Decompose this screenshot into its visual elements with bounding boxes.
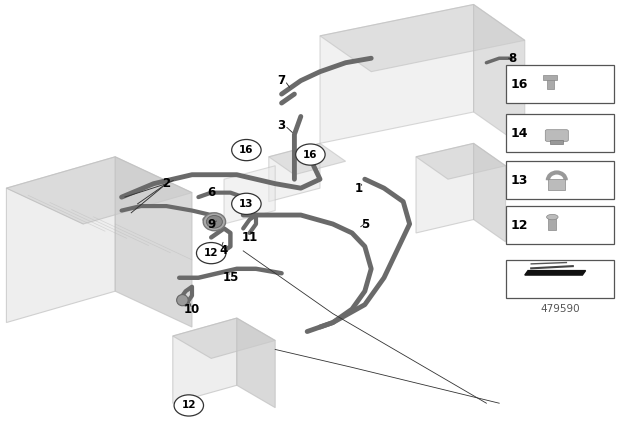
Bar	[547, 77, 554, 90]
FancyBboxPatch shape	[545, 130, 568, 142]
Text: 16: 16	[239, 145, 253, 155]
Text: 3: 3	[278, 119, 285, 132]
Polygon shape	[474, 143, 506, 242]
Ellipse shape	[196, 242, 226, 264]
Polygon shape	[320, 4, 525, 72]
Polygon shape	[237, 318, 275, 408]
Ellipse shape	[206, 215, 223, 228]
FancyBboxPatch shape	[506, 65, 614, 103]
Ellipse shape	[177, 295, 188, 306]
Text: 12: 12	[182, 401, 196, 410]
Bar	[543, 75, 557, 80]
Text: 10: 10	[184, 302, 200, 316]
Ellipse shape	[174, 395, 204, 416]
Polygon shape	[115, 157, 192, 327]
Ellipse shape	[204, 213, 226, 231]
FancyBboxPatch shape	[506, 114, 614, 152]
Ellipse shape	[547, 214, 558, 220]
Polygon shape	[173, 318, 275, 358]
FancyBboxPatch shape	[506, 260, 614, 298]
Text: 13: 13	[511, 174, 529, 187]
Text: 479590: 479590	[540, 304, 580, 314]
Ellipse shape	[296, 144, 325, 165]
Polygon shape	[269, 143, 320, 202]
Text: 2: 2	[163, 177, 170, 190]
Text: 13: 13	[239, 199, 253, 209]
Polygon shape	[474, 4, 525, 148]
Polygon shape	[6, 157, 192, 224]
Text: 9: 9	[207, 217, 215, 231]
Text: 5: 5	[361, 217, 369, 231]
Polygon shape	[173, 318, 237, 403]
Bar	[548, 179, 565, 190]
FancyBboxPatch shape	[506, 206, 614, 244]
Polygon shape	[269, 143, 346, 175]
Polygon shape	[525, 271, 586, 275]
Text: 1: 1	[355, 181, 362, 195]
Text: 7: 7	[278, 74, 285, 87]
Text: 16: 16	[511, 78, 529, 90]
Polygon shape	[320, 4, 474, 143]
Ellipse shape	[232, 193, 261, 215]
Polygon shape	[224, 166, 275, 224]
Text: 15: 15	[222, 271, 239, 284]
Text: 12: 12	[204, 248, 218, 258]
Text: 14: 14	[511, 127, 529, 140]
Text: 8: 8	[508, 52, 516, 65]
Text: 4: 4	[220, 244, 228, 258]
Polygon shape	[416, 143, 506, 179]
Bar	[548, 218, 556, 229]
Bar	[550, 140, 563, 145]
Polygon shape	[6, 157, 115, 323]
FancyBboxPatch shape	[506, 161, 614, 199]
Ellipse shape	[232, 139, 261, 161]
Text: 12: 12	[511, 219, 529, 232]
Polygon shape	[416, 143, 474, 233]
Text: 11: 11	[241, 231, 258, 244]
Text: 16: 16	[303, 150, 317, 159]
Text: 6: 6	[207, 186, 215, 199]
